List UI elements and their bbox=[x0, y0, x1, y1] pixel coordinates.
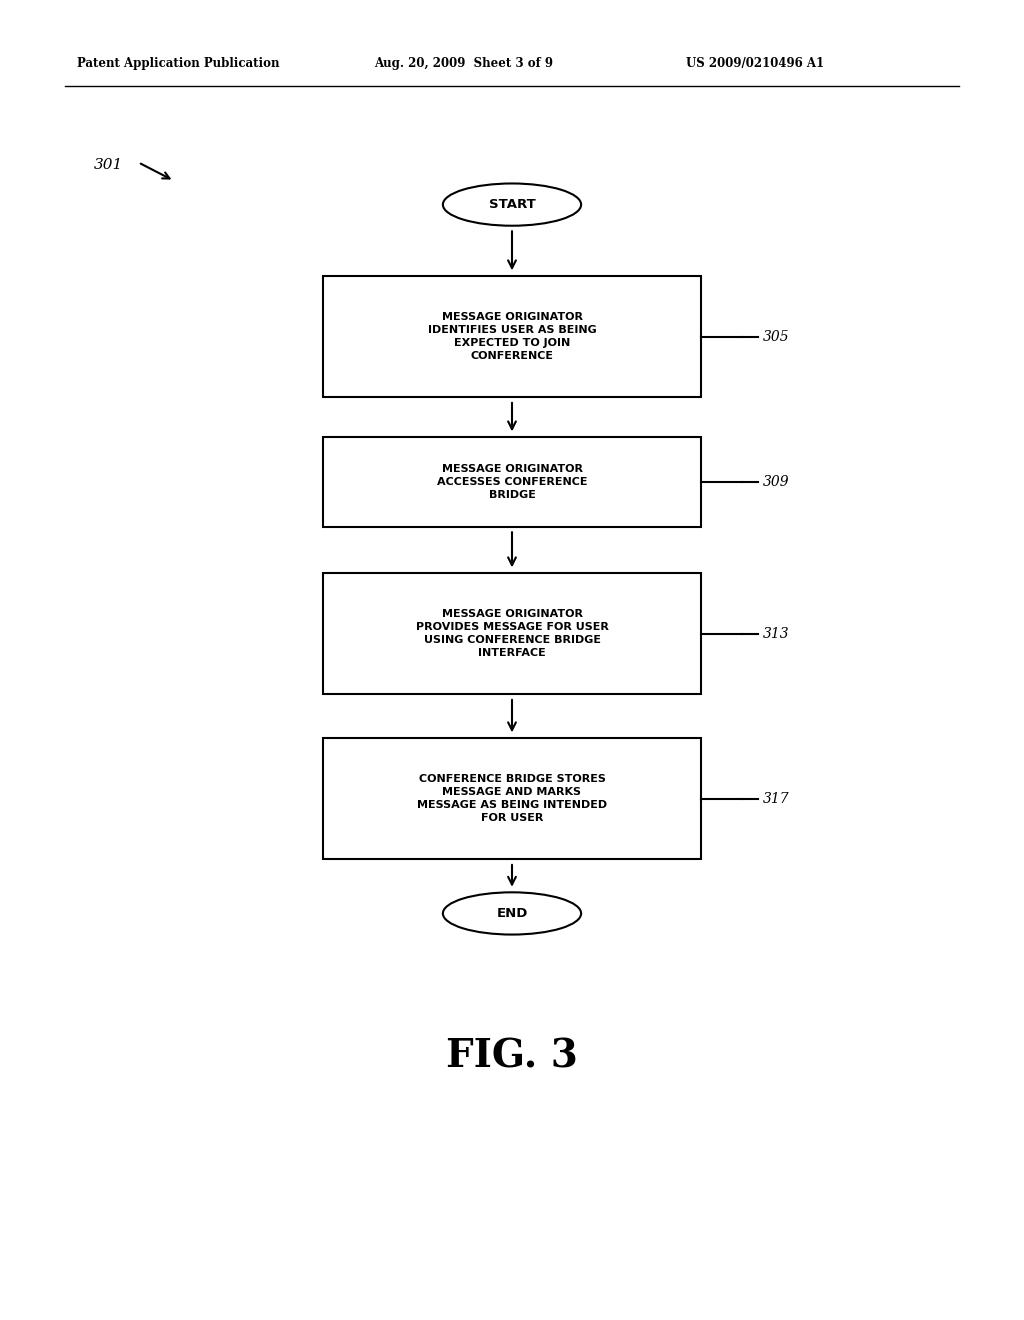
Text: CONFERENCE BRIDGE STORES
MESSAGE AND MARKS
MESSAGE AS BEING INTENDED
FOR USER: CONFERENCE BRIDGE STORES MESSAGE AND MAR… bbox=[417, 775, 607, 822]
Bar bbox=[323, 738, 701, 859]
Text: 317: 317 bbox=[763, 792, 790, 805]
Text: MESSAGE ORIGINATOR
ACCESSES CONFERENCE
BRIDGE: MESSAGE ORIGINATOR ACCESSES CONFERENCE B… bbox=[437, 465, 587, 499]
Text: 309: 309 bbox=[763, 475, 790, 488]
Text: Aug. 20, 2009  Sheet 3 of 9: Aug. 20, 2009 Sheet 3 of 9 bbox=[374, 57, 553, 70]
Bar bbox=[323, 437, 701, 527]
Text: FIG. 3: FIG. 3 bbox=[446, 1038, 578, 1074]
Bar bbox=[323, 276, 701, 397]
Text: START: START bbox=[488, 198, 536, 211]
Text: MESSAGE ORIGINATOR
IDENTIFIES USER AS BEING
EXPECTED TO JOIN
CONFERENCE: MESSAGE ORIGINATOR IDENTIFIES USER AS BE… bbox=[428, 313, 596, 360]
Text: 313: 313 bbox=[763, 627, 790, 640]
Text: END: END bbox=[497, 907, 527, 920]
Text: 301: 301 bbox=[93, 158, 123, 172]
Bar bbox=[323, 573, 701, 694]
Text: US 2009/0210496 A1: US 2009/0210496 A1 bbox=[686, 57, 824, 70]
Ellipse shape bbox=[442, 892, 582, 935]
Text: MESSAGE ORIGINATOR
PROVIDES MESSAGE FOR USER
USING CONFERENCE BRIDGE
INTERFACE: MESSAGE ORIGINATOR PROVIDES MESSAGE FOR … bbox=[416, 610, 608, 657]
Ellipse shape bbox=[442, 183, 582, 226]
Text: Patent Application Publication: Patent Application Publication bbox=[77, 57, 280, 70]
Text: 305: 305 bbox=[763, 330, 790, 343]
